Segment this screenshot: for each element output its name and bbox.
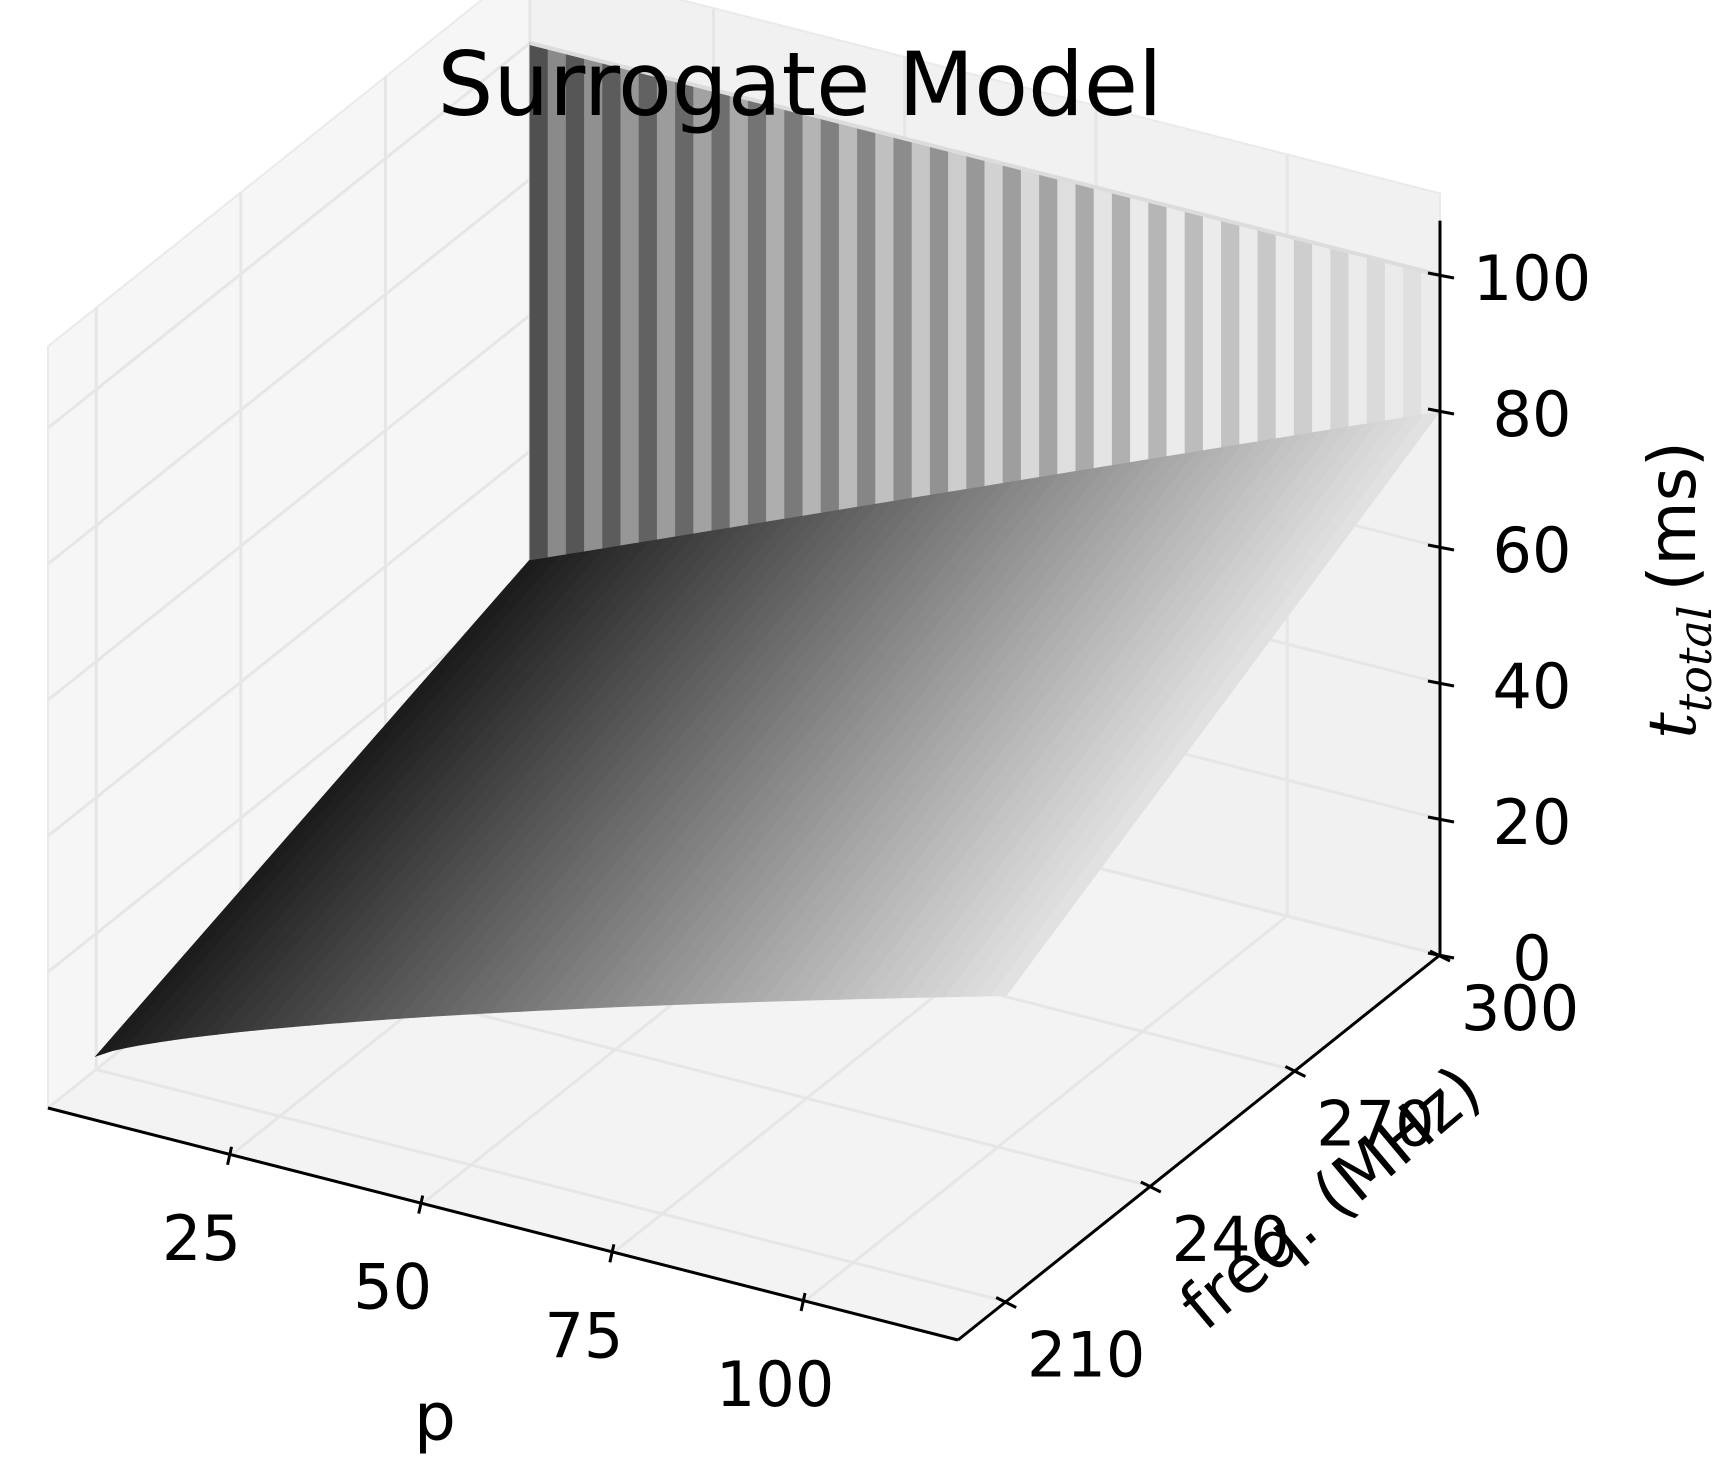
surface-wall — [1312, 241, 1332, 433]
surface-wall — [1039, 172, 1059, 478]
surface-wall — [1384, 260, 1405, 421]
z-tick — [1427, 543, 1455, 552]
surface-wall — [984, 158, 1004, 486]
surface-wall — [1202, 214, 1223, 451]
surface-wall — [1221, 218, 1241, 448]
surface-wall — [875, 130, 895, 504]
x-tick — [799, 1292, 807, 1312]
y-tick — [1284, 1065, 1307, 1078]
tick-marks — [226, 271, 1455, 1312]
surface-wall — [820, 116, 840, 513]
surface-wall — [1421, 269, 1441, 415]
surface-wall — [1093, 186, 1113, 469]
surface-wall — [1166, 204, 1186, 457]
x-tick-label: 50 — [353, 1251, 432, 1324]
x-tick — [608, 1243, 616, 1263]
z-axis-label: ttotal (ms) — [1634, 441, 1714, 739]
x-axis-line — [47, 1106, 959, 1342]
z-axis-label-sub: total — [1668, 605, 1714, 712]
surface-wall — [1239, 223, 1259, 445]
svg-text:ttotal(ms): ttotal (ms) — [1634, 441, 1714, 739]
surface-wall — [1057, 176, 1077, 475]
surface-wall — [838, 121, 859, 510]
surface-wall — [766, 102, 786, 522]
z-tick-label: 40 — [1493, 650, 1572, 723]
x-axis-label: p — [414, 1379, 456, 1456]
y-axis-line — [957, 953, 1441, 1342]
surface-wall — [911, 139, 931, 498]
z-tick-label: 100 — [1473, 242, 1591, 315]
surface-wall — [729, 93, 749, 528]
surface-wall — [1348, 251, 1368, 427]
y-tick-label: 210 — [1027, 1319, 1145, 1392]
surface-wall — [1257, 227, 1277, 442]
z-tick — [1427, 407, 1455, 416]
z-tick-label: 80 — [1493, 378, 1572, 451]
surface-wall — [948, 149, 968, 492]
z-tick — [1427, 815, 1455, 824]
z-axis-label-unit: (ms) — [1634, 441, 1711, 591]
z-tick-label: 0 — [1512, 922, 1551, 995]
surface-wall — [1148, 200, 1168, 460]
z-tick-label: 20 — [1493, 786, 1572, 859]
z-axis-label-main: t — [1634, 712, 1711, 739]
surface-wall — [1330, 246, 1350, 430]
chart-title: Surrogate Model — [438, 33, 1163, 136]
surface-wall — [802, 111, 822, 516]
surface-wall-top — [529, 41, 1441, 277]
x-tick-label: 25 — [162, 1202, 241, 1275]
surface-wall — [966, 153, 986, 489]
axis-lines — [47, 220, 1442, 1342]
surface-wall — [1184, 209, 1204, 454]
surface-wall — [711, 88, 731, 531]
x-tick-label: 100 — [716, 1348, 834, 1421]
surface-wall — [693, 84, 713, 534]
surface-wall — [1366, 255, 1386, 424]
surface-wall — [620, 65, 640, 546]
surface-wall — [1275, 232, 1295, 439]
z-tick — [1427, 271, 1455, 280]
surface-wall — [747, 98, 768, 525]
surface-wall — [638, 70, 658, 543]
y-tick-label: 240 — [1172, 1203, 1290, 1276]
y-tick-label: 300 — [1461, 972, 1579, 1045]
surface-wall — [675, 79, 695, 537]
surface-wall — [1111, 190, 1132, 466]
surface-wall — [784, 107, 804, 519]
z-tick — [1427, 679, 1455, 688]
y-tick-label: 270 — [1316, 1088, 1434, 1161]
surface-wall — [1403, 265, 1423, 418]
surface-plot — [94, 41, 1442, 1057]
z-tick-label: 60 — [1493, 514, 1572, 587]
surface-wall — [893, 135, 913, 501]
surface-wall — [1130, 195, 1150, 463]
surface-wall — [656, 74, 677, 540]
surface-wall — [929, 144, 950, 495]
y-tick — [1140, 1180, 1162, 1194]
surface-wall — [857, 125, 877, 507]
surface-wall — [1002, 162, 1022, 483]
x-tick — [226, 1146, 233, 1166]
y-tick — [995, 1296, 1017, 1309]
z-tick — [1427, 951, 1455, 960]
x-tick — [417, 1195, 425, 1214]
surface-wall — [1293, 237, 1314, 436]
surface-wall — [1075, 181, 1095, 472]
surface-wall — [1020, 167, 1041, 480]
x-tick-label: 75 — [544, 1299, 623, 1372]
